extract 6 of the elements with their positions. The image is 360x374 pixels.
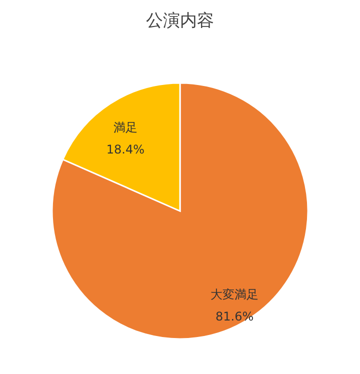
slice-label: 大変満足 xyxy=(210,288,259,302)
slice-label: 満足 xyxy=(113,120,138,134)
pie-slice xyxy=(51,82,309,340)
data-label: 18.4% xyxy=(106,142,145,156)
data-label: 81.6% xyxy=(215,310,254,324)
chart-title: 公演内容 xyxy=(146,11,214,31)
